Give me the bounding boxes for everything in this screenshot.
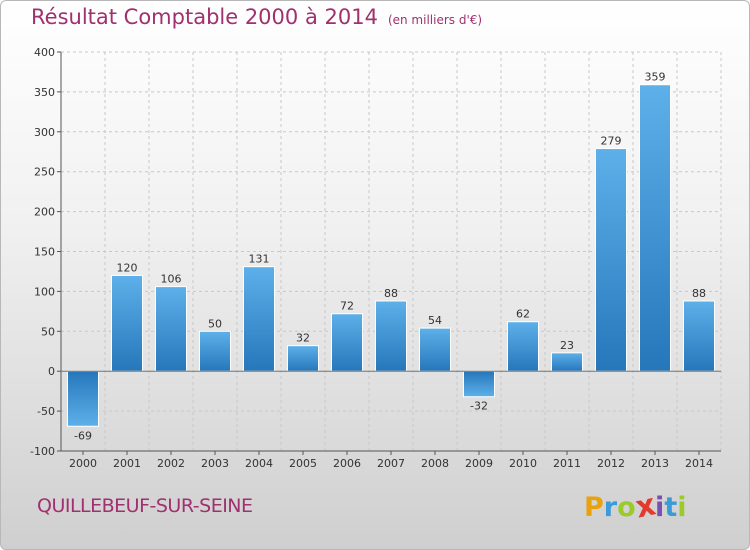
bar xyxy=(595,148,627,372)
bar xyxy=(67,370,99,427)
y-tick-label: 0 xyxy=(48,365,55,378)
chart-subtitle: (en milliers d'€) xyxy=(387,13,483,27)
data-label: -32 xyxy=(470,400,488,413)
bar xyxy=(463,370,495,398)
bar xyxy=(683,300,715,372)
logo-letter: i xyxy=(655,492,665,523)
data-label: 88 xyxy=(692,287,706,300)
data-label: 23 xyxy=(560,339,574,352)
data-label: 120 xyxy=(117,261,138,274)
proxiti-logo[interactable]: Proxiti xyxy=(584,487,687,525)
bar xyxy=(287,345,319,372)
data-label: 359 xyxy=(645,71,666,84)
y-tick-label: -100 xyxy=(30,445,55,458)
x-tick-label: 2003 xyxy=(201,457,229,470)
data-label: 72 xyxy=(340,300,354,313)
x-tick-label: 2009 xyxy=(465,457,493,470)
bar xyxy=(419,327,451,372)
y-tick-label: 150 xyxy=(34,246,55,259)
bar xyxy=(507,321,539,372)
bar xyxy=(551,352,583,372)
x-tick-label: 2012 xyxy=(597,457,625,470)
x-tick-label: 2000 xyxy=(69,457,97,470)
data-label: 131 xyxy=(249,253,270,266)
bar xyxy=(639,84,671,372)
commune-name: QUILLEBEUF-SUR-SEINE xyxy=(37,495,253,517)
bar xyxy=(155,286,187,372)
logo-letter: P xyxy=(584,492,604,523)
x-tick-label: 2006 xyxy=(333,457,361,470)
y-tick-label: 50 xyxy=(41,325,55,338)
y-tick-label: 350 xyxy=(34,86,55,99)
data-label: 50 xyxy=(208,317,222,330)
data-label: 279 xyxy=(601,135,622,148)
data-label: -69 xyxy=(74,429,92,442)
data-label: 106 xyxy=(161,273,182,286)
x-tick-label: 2004 xyxy=(245,457,273,470)
chart-title: Résultat Comptable 2000 à 2014 (en millie… xyxy=(31,5,482,29)
y-tick-label: 300 xyxy=(34,126,55,139)
bar xyxy=(331,313,363,372)
x-tick-label: 2010 xyxy=(509,457,537,470)
logo-letter: t xyxy=(664,492,678,523)
x-tick-label: 2005 xyxy=(289,457,317,470)
x-tick-label: 2014 xyxy=(685,457,713,470)
x-tick-label: 2008 xyxy=(421,457,449,470)
bar xyxy=(111,274,143,372)
y-tick-label: 200 xyxy=(34,206,55,219)
x-tick-label: 2013 xyxy=(641,457,669,470)
data-label: 32 xyxy=(296,332,310,345)
x-tick-label: 2011 xyxy=(553,457,581,470)
logo-letter: i xyxy=(677,492,687,523)
y-tick-label: 400 xyxy=(34,46,55,59)
data-label: 62 xyxy=(516,308,530,321)
y-tick-label: -50 xyxy=(37,405,55,418)
bar xyxy=(199,330,231,372)
logo-letter: r xyxy=(603,492,618,523)
data-label: 88 xyxy=(384,287,398,300)
bar xyxy=(243,266,275,372)
x-tick-label: 2001 xyxy=(113,457,141,470)
bar xyxy=(375,300,407,372)
y-tick-label: 250 xyxy=(34,166,55,179)
chart-title-text: Résultat Comptable 2000 à 2014 xyxy=(31,5,378,29)
bars: -69 120 106 50 131 32 72 88 54 -32 62 23 279 359 88 xyxy=(67,71,715,442)
logo-letter: o xyxy=(617,492,636,523)
x-tick-label: 2007 xyxy=(377,457,405,470)
data-label: 54 xyxy=(428,314,442,327)
y-tick-label: 100 xyxy=(34,285,55,298)
x-tick-label: 2002 xyxy=(157,457,185,470)
